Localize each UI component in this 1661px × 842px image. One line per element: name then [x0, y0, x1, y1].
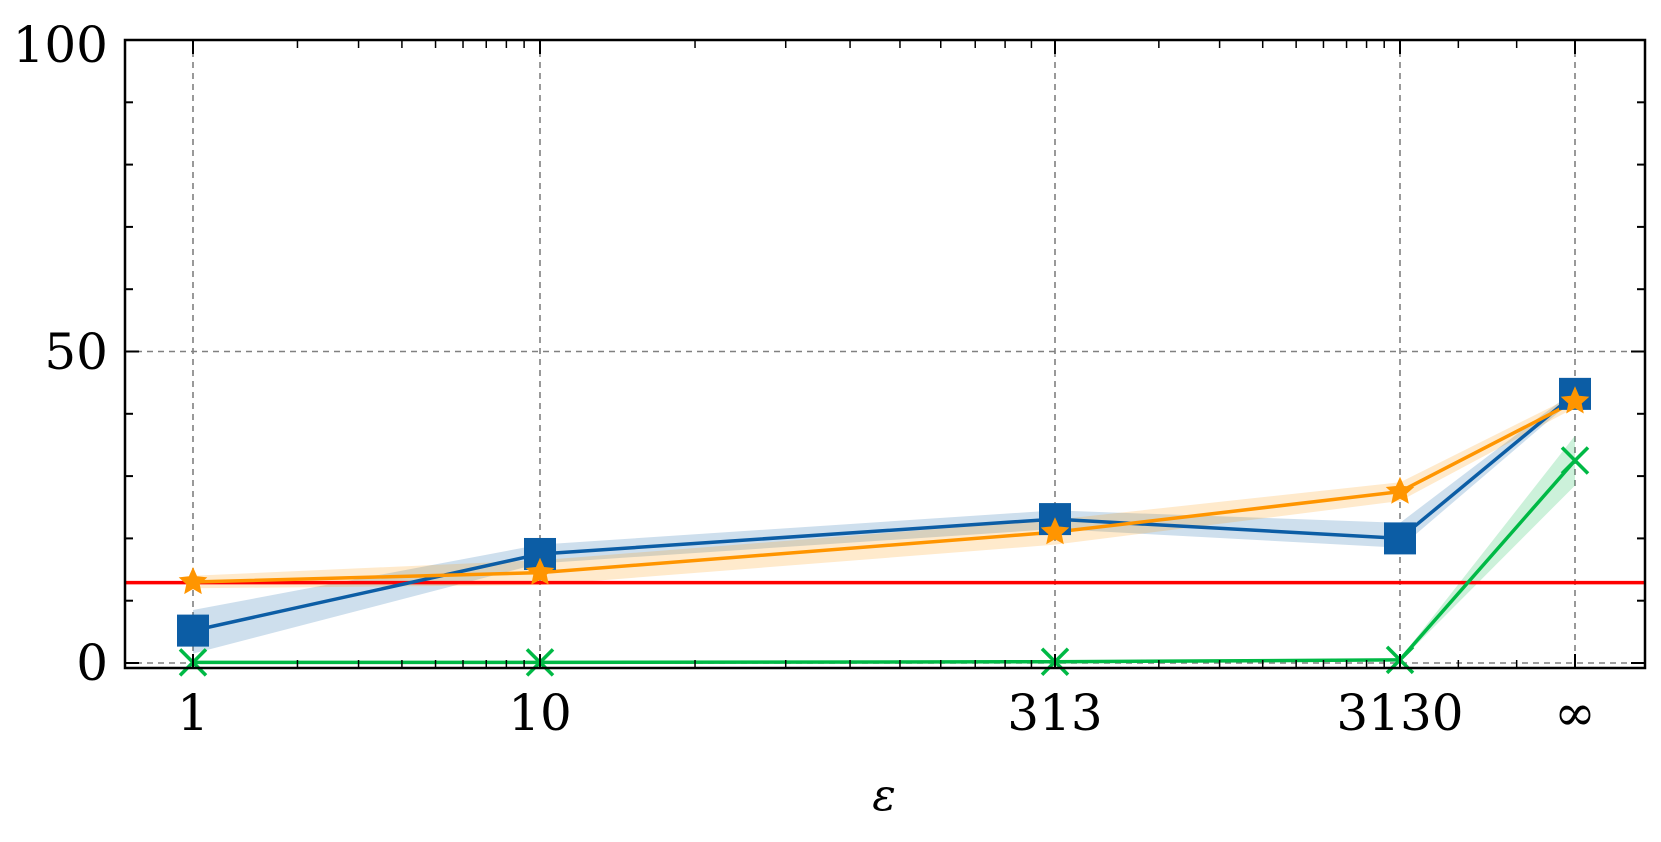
x-tick-label-3130: 3130: [1336, 684, 1463, 742]
marker-blue-3: [1384, 522, 1416, 555]
plot-frame: [123, 38, 1647, 670]
confidence-bands: [193, 390, 1575, 663]
axis-ticks: [125, 39, 1645, 668]
band-orange: [193, 395, 1575, 589]
y-tick-label-100: 100: [13, 16, 108, 74]
x-tick-label-10: 10: [508, 684, 572, 742]
x-axis-label: ε: [872, 770, 896, 821]
marker-orange-0: [178, 567, 208, 595]
x-tick-label-1: 1: [177, 684, 209, 742]
marker-orange-2: [1040, 517, 1070, 545]
y-tick-label-0: 0: [76, 634, 108, 692]
marker-blue-0: [177, 614, 209, 647]
x-tick-label-313: 313: [1007, 684, 1102, 742]
y-tick-label-50: 50: [44, 323, 108, 381]
marker-orange-4: [1560, 386, 1590, 414]
marker-green-4: [1560, 446, 1590, 475]
marker-orange-3: [1385, 476, 1415, 504]
x-tick-label-infinity: ∞: [1554, 684, 1596, 742]
marker-orange-1: [525, 557, 555, 585]
band-blue: [193, 390, 1575, 654]
marker-green-4-b: [1560, 446, 1590, 475]
